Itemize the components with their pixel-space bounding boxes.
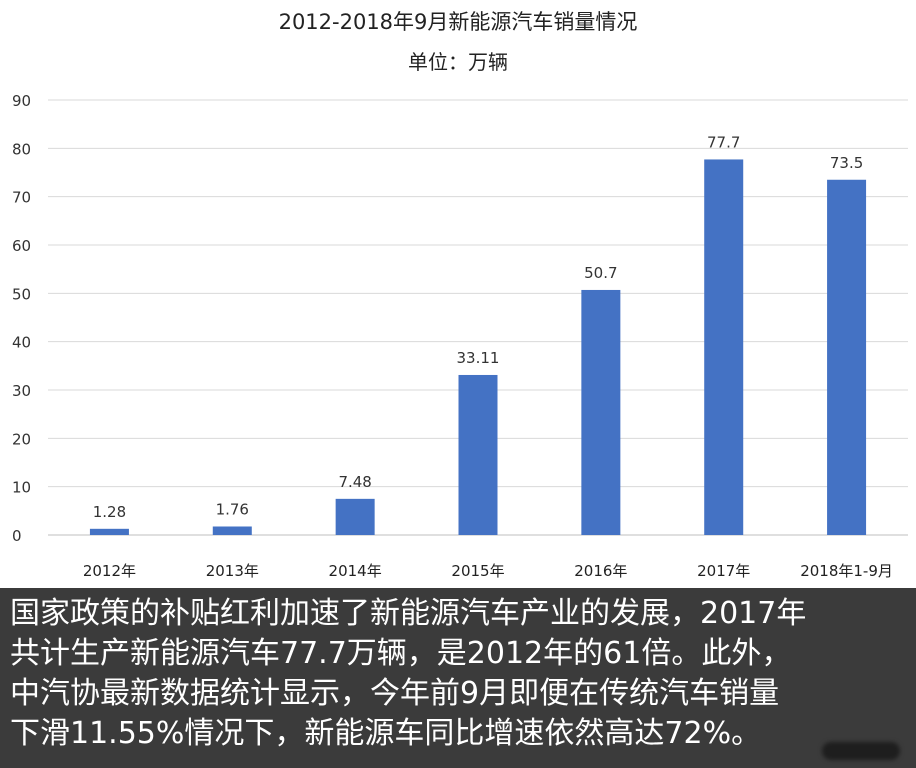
caption-line-3: 中汽协最新数据统计显示，今年前9月即便在传统汽车销量: [10, 676, 780, 711]
bar-chart: 0 10 20 30 40 50 60 70 80 90 1.28 2012年 1.76 2013年 7.4…: [12, 92, 908, 580]
x-tick-label: 2017年: [697, 562, 750, 580]
data-label: 1.28: [93, 503, 126, 521]
y-tick-label: 70: [12, 189, 31, 207]
data-label: 77.7: [707, 133, 740, 151]
data-label: 7.48: [338, 473, 371, 491]
bar: [89, 528, 129, 535]
y-tick-label: 10: [12, 479, 31, 497]
x-tick-label: 2016年: [574, 562, 627, 580]
chart-area: 2012-2018年9月新能源汽车销量情况 单位：万辆 0 10 20 30 40 50 6…: [12, 10, 908, 580]
bar: [212, 526, 252, 535]
x-tick-label: 2015年: [451, 562, 504, 580]
data-label: 33.11: [457, 349, 500, 367]
data-label: 50.7: [584, 264, 617, 282]
x-tick-label: 2014年: [329, 562, 382, 580]
caption-line-1: 国家政策的补贴红利加速了新能源汽车产业的发展，2017年: [10, 596, 807, 631]
caption-line-4: 下滑11.55%情况下，新能源车同比增速依然高达72%。: [10, 716, 762, 751]
bar: [704, 159, 744, 535]
data-label: 1.76: [216, 500, 249, 518]
y-tick-label: 90: [12, 92, 31, 110]
y-tick-label: 50: [12, 285, 31, 303]
bar: [827, 179, 867, 535]
bar: [458, 374, 498, 535]
y-tick-label: 20: [12, 430, 31, 448]
y-tick-label: 30: [12, 382, 31, 400]
y-tick-label: 60: [12, 237, 31, 255]
x-tick-label: 2013年: [206, 562, 259, 580]
chart-title: 2012-2018年9月新能源汽车销量情况: [278, 10, 638, 34]
bar: [335, 498, 375, 535]
bar: [581, 289, 621, 535]
x-tick-label: 2012年: [83, 562, 136, 580]
blurred-watermark: [822, 742, 900, 760]
y-tick-label: 0: [12, 527, 22, 545]
x-tick-label: 2018年1-9月: [800, 562, 893, 580]
caption-line-2: 共计生产新能源汽车77.7万辆，是2012年的61倍。此外，: [10, 636, 792, 671]
data-label: 73.5: [830, 154, 863, 172]
caption-panel: 国家政策的补贴红利加速了新能源汽车产业的发展，2017年 共计生产新能源汽车77…: [0, 588, 916, 768]
y-tick-label: 40: [12, 334, 31, 352]
chart-subtitle: 单位：万辆: [408, 50, 508, 74]
y-tick-label: 80: [12, 140, 31, 158]
